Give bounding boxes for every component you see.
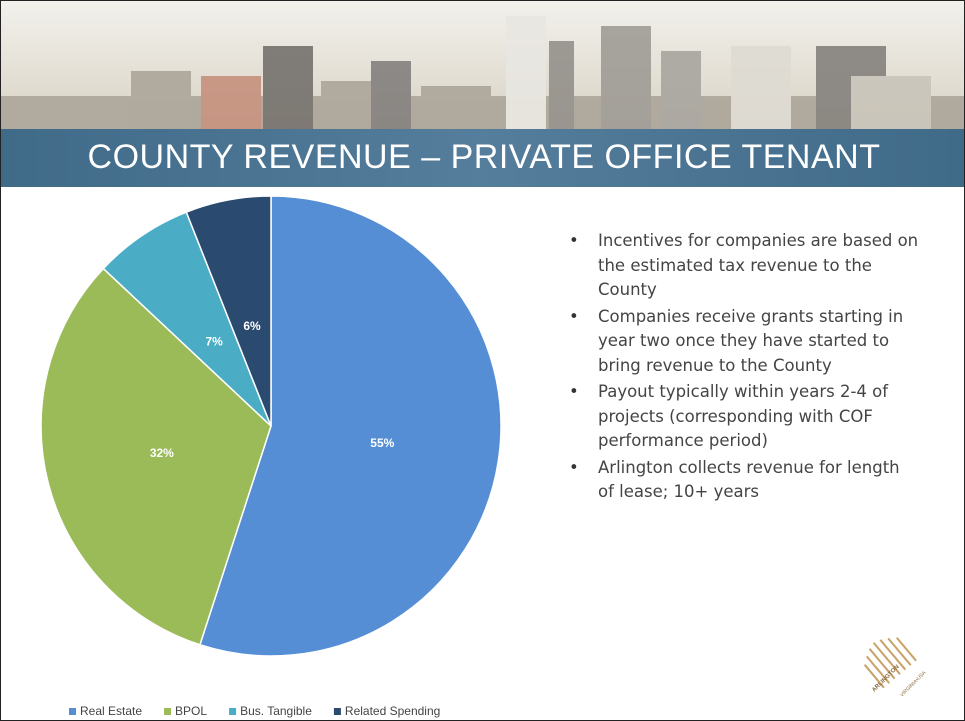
data-label: 55% [370,436,394,450]
bullet: Incentives for companies are based on th… [569,229,919,303]
legend-swatch [229,708,237,715]
legend-swatch [164,708,172,715]
logo-mark [863,637,917,689]
pie-slice [198,195,502,657]
skyline [1,16,964,131]
slide-title: COUNTY REVENUE – PRIVATE OFFICE TENANT [88,138,881,176]
bullet: Companies receive grants starting in yea… [569,305,919,379]
logo [863,637,917,689]
bullet-list: Incentives for companies are based on th… [569,229,919,507]
bullet: Payout typically within years 2-4 of pro… [569,380,919,454]
pie-slice [185,195,272,427]
logo-text: VIRGINIA•USA [899,670,928,699]
title-bar [1,129,964,187]
data-label: 32% [150,446,174,460]
legend-label: Bus. Tangible [240,704,312,718]
legend-swatch [333,708,341,715]
legend-label: Real Estate [80,704,142,718]
pie-slice [102,211,272,427]
data-label: 6% [243,319,261,333]
legend-label: Related Spending [345,704,440,718]
bullet: Arlington collects revenue for length of… [569,456,919,505]
legend-label: BPOL [175,704,207,718]
data-label: 7% [205,334,223,348]
pie-slice [40,267,272,646]
legend-swatch [69,708,76,715]
